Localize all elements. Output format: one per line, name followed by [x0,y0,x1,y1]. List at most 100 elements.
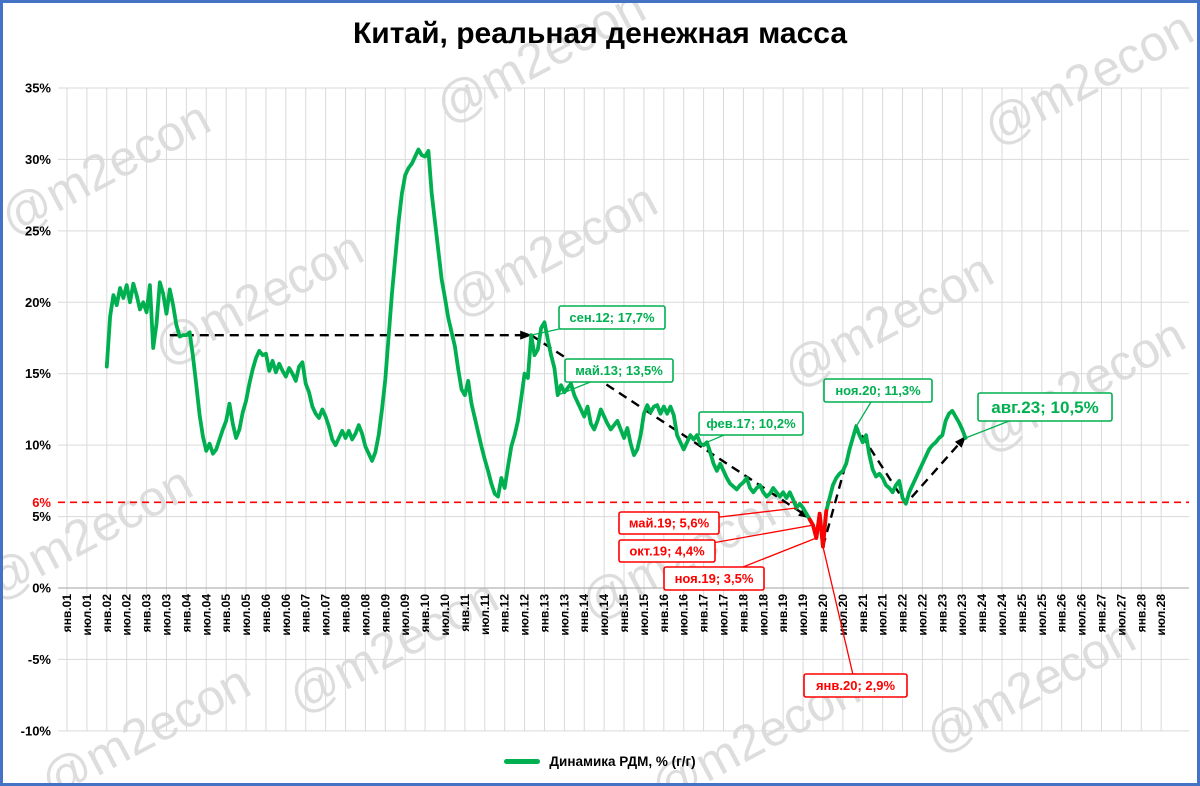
annotation-box [564,358,674,383]
y-axis-label: -10% [21,723,52,738]
x-axis-label: янв.18 [736,594,750,633]
x-axis-label: янв.13 [537,594,551,633]
x-axis-label: янв.17 [697,594,711,633]
x-axis-label: янв.02 [100,594,114,633]
chart-canvas: @m2econ@m2econ @m2econ@m2econ @m2econ @m2ec… [3,3,1197,783]
y-axis-label: -5% [28,652,52,667]
chart-title: Китай, реальная денежная масса [352,17,848,50]
x-axis-label: июл.01 [80,594,94,636]
y-axis-label: 25% [25,223,51,238]
annotation-box [977,392,1113,422]
annotation-box [618,511,720,535]
x-axis-label: янв.24 [975,594,989,633]
x-axis-label: янв.09 [378,594,392,633]
x-axis-label: янв.11 [458,594,472,632]
x-axis-label: янв.23 [935,594,949,633]
annotation-label: ноя.19; 3,5% [675,571,754,586]
x-axis-label: июл.13 [557,594,571,636]
annotation-box [803,673,908,698]
reference-line-label: 6% [32,495,51,510]
watermark-text: @m2econ [438,172,666,329]
legend-line-swatch [504,759,541,764]
x-axis-label: июл.20 [836,594,850,636]
annotation-box [618,539,716,563]
x-axis-label: июл.02 [120,594,134,636]
x-axis-label: июл.25 [1035,594,1049,636]
y-axis-label: 30% [25,152,51,167]
x-axis-label: июл.10 [438,594,452,636]
annotation-box [558,305,666,330]
annotation-label: сен.12; 17,7% [569,310,655,325]
annotation-label: янв.20; 2,9% [816,678,896,693]
x-axis-label: янв.21 [856,594,870,633]
x-axis-label: июл.22 [915,594,929,636]
annotation-label: май.19; 5,6% [629,516,710,531]
x-axis-label: июл.24 [995,594,1009,636]
y-axis-label: 10% [25,438,51,453]
x-axis-label: янв.07 [299,594,313,633]
y-axis-label: 35% [25,81,51,96]
x-axis-label: июл.28 [1154,594,1168,636]
x-axis-label: янв.08 [339,594,353,633]
legend: Динамика РДМ, % (г/г) [3,754,1197,769]
annotation-label: фев.17; 10,2% [706,416,796,431]
annotation-leader [822,546,857,686]
y-axis-label: 5% [32,509,51,524]
y-axis-label: 0% [32,581,51,596]
x-axis-label: июл.18 [756,594,770,636]
x-axis-label: июл.19 [796,594,810,636]
x-axis-label: июл.27 [1114,594,1128,636]
x-axis-label: янв.20 [816,594,830,633]
annotation-box [698,411,804,436]
annotation-label: ноя.20; 11,3% [835,383,921,398]
x-axis-label: июл.14 [597,594,611,636]
x-axis-label: янв.05 [219,594,233,633]
x-axis-label: янв.03 [140,594,154,633]
series-highlight [807,508,829,549]
x-axis-label: июл.06 [279,594,293,636]
y-axis-label: 20% [25,295,51,310]
x-axis-label: янв.25 [1015,594,1029,633]
watermark-text: @m2econ [966,307,1194,464]
x-axis-label: янв.04 [179,594,193,633]
x-axis-label: июл.09 [398,594,412,636]
annotation-label: окт.19; 4,4% [629,544,705,559]
watermark-text: @m2econ [774,242,1002,399]
x-axis-label: июл.08 [358,594,372,636]
x-axis-label: июл.17 [717,594,731,636]
x-axis-label: июл.15 [637,594,651,636]
x-axis-label: янв.16 [657,594,671,633]
annotation-box [823,378,933,403]
watermark-text: @m2econ [279,568,507,725]
x-axis-label: янв.27 [1094,594,1108,633]
x-axis-label: июл.04 [199,594,213,636]
x-axis-label: июл.16 [677,594,691,636]
x-axis-label: янв.01 [60,594,74,633]
x-axis-label: янв.19 [776,594,790,633]
x-axis-label: июл.12 [518,594,532,636]
x-axis-label: июл.03 [159,594,173,636]
trend-arrow [821,423,967,547]
x-axis-label: янв.15 [617,594,631,633]
watermark-text: @m2econ [916,608,1144,765]
x-axis-label: июл.05 [239,594,253,636]
legend-label: Динамика РДМ, % (г/г) [549,754,696,769]
x-axis-label: июл.11 [478,594,492,635]
x-axis-label: янв.06 [259,594,273,633]
x-axis-label: янв.14 [577,594,591,633]
annotation-box [663,566,765,591]
annotation-label: май.13; 13,5% [575,363,663,378]
x-axis-label: янв.22 [896,594,910,633]
x-axis-label: янв.12 [498,594,512,633]
annotation-label: авг.23; 10,5% [991,398,1099,417]
x-axis-label: июл.21 [876,594,890,636]
x-axis-label: янв.28 [1134,594,1148,633]
x-axis-label: янв.26 [1055,594,1069,633]
x-axis-label: июл.07 [319,594,333,636]
y-axis-label: 15% [25,366,51,381]
x-axis-label: июл.26 [1075,594,1089,636]
trend-arrow [530,334,811,520]
x-axis-label: июл.23 [955,594,969,636]
x-axis-label: янв.10 [418,594,432,633]
